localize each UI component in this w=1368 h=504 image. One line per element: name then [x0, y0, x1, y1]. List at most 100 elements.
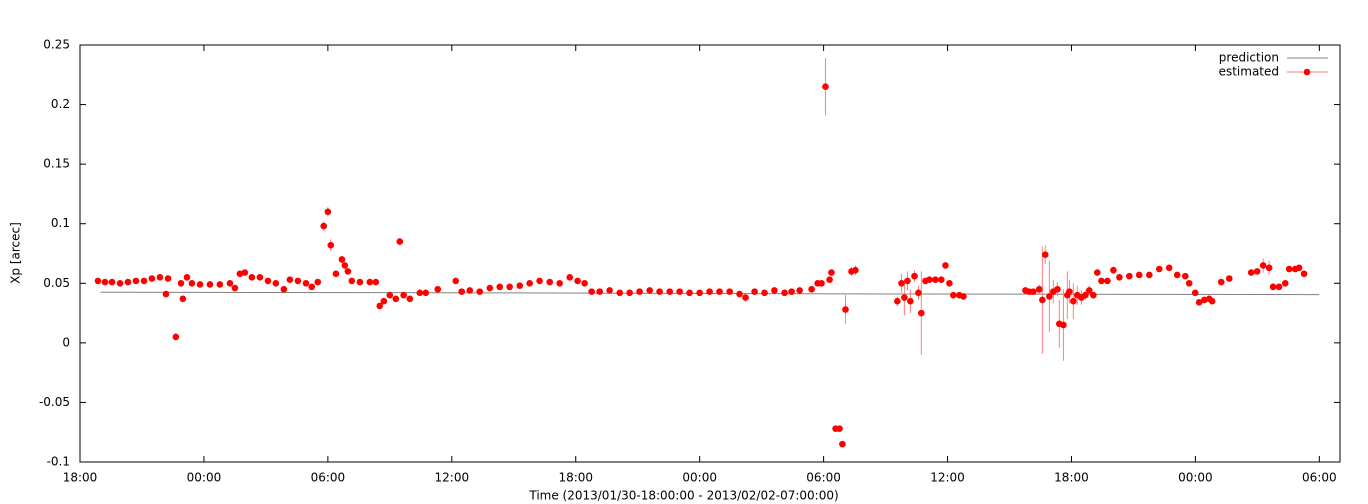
data-point: [761, 289, 768, 297]
data-point: [458, 288, 466, 295]
data-point: [1208, 297, 1216, 305]
data-point: [796, 287, 803, 294]
data-point: [1265, 264, 1273, 272]
data-point: [506, 283, 513, 291]
data-point: [907, 297, 914, 305]
data-point: [256, 274, 264, 281]
data-point: [486, 284, 494, 292]
data-point: [1104, 277, 1111, 285]
data-point: [736, 290, 743, 298]
data-point: [1259, 262, 1267, 269]
data-point: [422, 289, 430, 297]
data-point: [686, 289, 693, 297]
data-point: [226, 279, 234, 287]
data-point: [1035, 285, 1043, 293]
data-point: [452, 277, 460, 285]
data-point: [177, 279, 185, 287]
data-point: [666, 288, 674, 295]
data-point: [434, 285, 442, 293]
data-point: [706, 288, 713, 295]
data-point: [466, 287, 474, 294]
data-point: [341, 262, 349, 269]
data-point: [1135, 271, 1143, 279]
data-point: [1200, 296, 1208, 304]
data-point: [808, 285, 815, 293]
data-point: [1191, 289, 1199, 297]
data-point: [1082, 291, 1089, 299]
data-point: [231, 284, 239, 292]
data-point: [1126, 272, 1133, 280]
data-point: [574, 277, 581, 285]
data-point: [656, 288, 663, 295]
data-point: [206, 281, 214, 288]
data-point: [172, 333, 180, 341]
data-point: [1300, 270, 1308, 278]
data-point: [179, 295, 187, 303]
data-point: [496, 283, 504, 291]
x-tick-label: 18:00: [558, 471, 593, 485]
data-point: [626, 289, 633, 297]
data-point: [476, 288, 483, 295]
y-tick-label: -0.1: [47, 455, 70, 469]
data-point: [183, 274, 191, 281]
data-point: [1060, 321, 1067, 329]
data-point: [302, 279, 310, 287]
data-point: [272, 279, 280, 287]
data-point: [1165, 264, 1173, 272]
data-point: [950, 291, 957, 299]
data-point: [1225, 275, 1233, 282]
data-point: [918, 309, 925, 317]
data-point: [826, 276, 833, 284]
data-point: [616, 289, 624, 297]
data-point: [416, 289, 424, 297]
data-point: [636, 288, 643, 295]
data-point: [1029, 288, 1037, 295]
x-tick-label: 06:00: [311, 471, 346, 485]
data-point: [942, 262, 949, 269]
data-point: [566, 274, 574, 281]
data-point: [101, 278, 109, 286]
data-point: [581, 279, 588, 287]
data-point: [1195, 299, 1203, 306]
data-point: [280, 285, 288, 293]
data-point: [392, 295, 400, 303]
data-point: [536, 277, 543, 285]
data-point: [216, 281, 224, 288]
data-point: [338, 256, 346, 263]
data-point: [828, 269, 835, 276]
data-point: [164, 275, 172, 282]
data-point: [516, 282, 524, 289]
data-point: [396, 238, 404, 245]
data-point: [788, 288, 795, 295]
data-point: [156, 274, 164, 281]
data-point: [94, 277, 102, 285]
data-point: [771, 287, 778, 294]
x-tick-label: 06:00: [806, 471, 841, 485]
data-point: [596, 288, 603, 295]
data-point: [960, 293, 967, 300]
data-point: [1295, 264, 1303, 272]
data-point: [264, 277, 272, 285]
data-point: [716, 288, 723, 295]
data-point: [904, 277, 911, 285]
data-point: [726, 288, 733, 295]
data-point: [332, 270, 340, 278]
data-point: [606, 287, 613, 294]
data-point: [822, 83, 829, 90]
data-point: [1085, 287, 1093, 294]
data-point: [132, 277, 140, 285]
data-point: [1275, 283, 1283, 291]
data-point: [1285, 265, 1293, 273]
legend-label: estimated: [1219, 65, 1279, 79]
data-point: [1066, 288, 1073, 295]
data-point: [372, 278, 380, 286]
data-point: [241, 269, 249, 276]
y-tick-label: 0.15: [43, 157, 70, 171]
y-axis-label: Xp [arcec]: [9, 222, 23, 284]
data-point: [1155, 265, 1163, 273]
data-point: [742, 294, 749, 301]
data-point: [898, 279, 905, 287]
data-point: [781, 289, 788, 297]
data-point: [196, 281, 204, 288]
